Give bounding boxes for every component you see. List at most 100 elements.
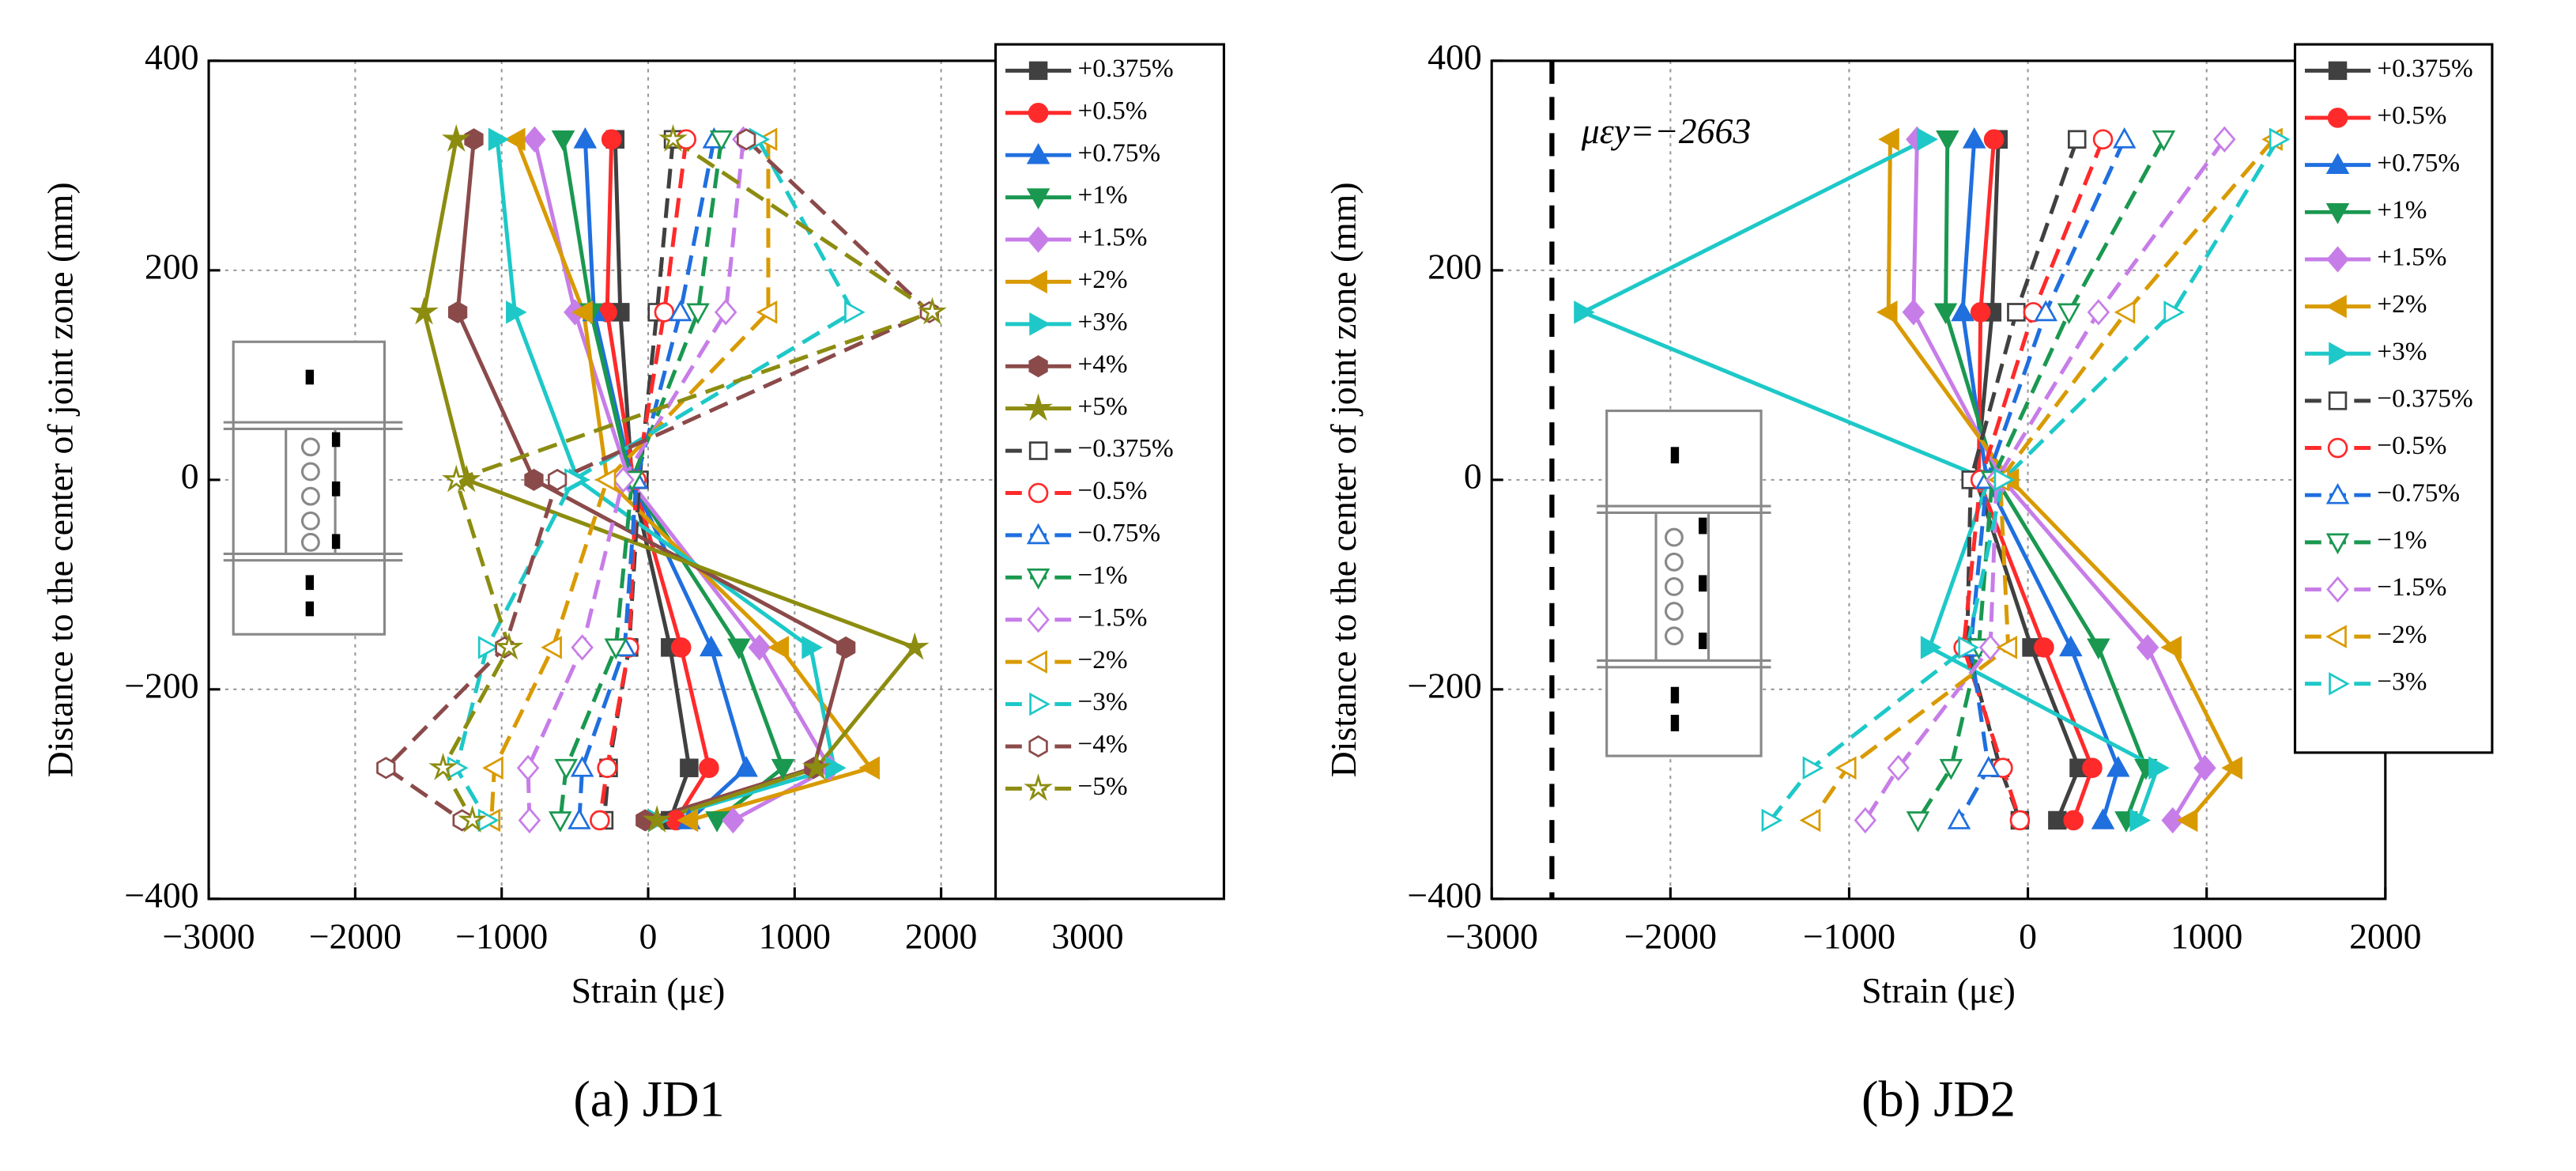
series-line [1944,139,2148,822]
data-point [549,811,572,833]
legend-marker [1027,606,1050,633]
legend-label: −1% [2377,525,2427,554]
data-point [658,123,688,152]
legend-label: +3% [1077,307,1127,336]
legend-marker [2327,108,2348,128]
data-point [2163,300,2185,324]
series-line [605,139,711,822]
series-line [1863,138,2227,822]
y-tick-label: 400 [145,36,199,77]
data-point [654,302,675,323]
data-point [2059,635,2083,657]
data-point [2082,757,2103,778]
data-point [1996,636,2018,659]
legend: +0.375% +0.5% +0.75% +1% +1.5% +2% +3% −0.375% −… [2293,43,2494,754]
legend-marker [2325,153,2350,174]
data-point [441,464,471,493]
y-tick-label: −400 [1407,874,1481,915]
data-point [541,636,562,659]
legend-marker [1028,61,1048,81]
x-tick-label: 2000 [905,916,977,956]
legend-marker [1024,393,1053,421]
legend-label: −2% [2377,620,2427,649]
data-point [2269,127,2291,152]
legend-label: +0.5% [1077,96,1147,125]
data-point [2007,303,2026,322]
data-point [1917,127,1938,152]
x-tick-label: 0 [639,916,658,956]
legend-marker [1026,523,1050,545]
legend-label: −0.75% [2377,478,2460,508]
data-point [1947,808,1971,829]
y-tick-label: 0 [1464,455,1482,496]
x-tick-label: 1000 [759,916,831,956]
legend-marker [2329,342,2350,366]
data-point [488,127,510,152]
data-point [2009,810,2031,831]
x-tick-label: 0 [2019,916,2037,956]
data-point [568,808,591,829]
series-line [1809,138,2276,822]
x-tick-label: −3000 [162,916,255,956]
data-point [447,300,468,323]
legend-marker [2325,202,2350,225]
data-point [734,755,758,777]
legend-marker [1028,355,1048,378]
data-point [768,636,790,659]
legend-marker [1026,270,1047,294]
data-point [825,756,847,780]
data-point [612,467,635,493]
caption: (b) JD2 [1861,1071,2016,1127]
data-point [554,758,578,780]
caption: (a) JD1 [573,1071,724,1127]
data-point [670,637,692,658]
legend: +0.375% +0.5% +0.75% +1% +1.5% +2% +3% +4% +5% −0… [994,43,1226,901]
legend-marker [2328,391,2348,410]
legend-label: −5% [1077,772,1127,801]
legend-label: −0.375% [2377,384,2472,414]
y-axis-title: Distance to the center of joint zone (mm… [1323,182,1363,777]
data-point [1978,634,2002,661]
x-tick-label: 2000 [2349,916,2421,956]
legend-label: −0.5% [2377,431,2446,460]
legend-marker [2326,576,2349,603]
legend-box [994,43,1226,901]
data-point [1854,806,1877,834]
legend-marker [1028,102,1049,123]
data-point [1902,299,1925,326]
data-point [756,300,778,324]
data-point [709,130,734,152]
data-point [2034,637,2054,658]
data-point [2221,756,2242,780]
data-point [1878,127,1899,152]
legend-label: +2% [2377,289,2427,319]
data-point [727,638,751,660]
legend-label: −1% [1077,561,1127,590]
legend-marker [1027,226,1050,253]
y-tick-label: −200 [124,665,198,705]
data-point [858,756,881,780]
data-point [594,468,617,492]
data-point [2087,299,2110,326]
data-point [2087,638,2110,660]
data-point [2048,810,2067,830]
legend-marker [2325,294,2347,319]
data-point [714,299,737,326]
data-point [2160,636,2182,659]
legend-marker [2326,246,2349,273]
data-point [2091,808,2115,829]
series-line [561,138,786,822]
data-point [2193,754,2216,781]
legend-box [2293,43,2494,754]
legend-marker [1024,773,1053,801]
x-axis-title: Strain (με) [1861,970,2016,1010]
data-point [376,757,396,780]
legend-label: +1% [2377,195,2427,225]
data-point [482,756,504,780]
data-point [642,805,672,833]
data-point [677,808,699,833]
data-point [504,127,526,152]
joint-schematic [223,340,403,636]
